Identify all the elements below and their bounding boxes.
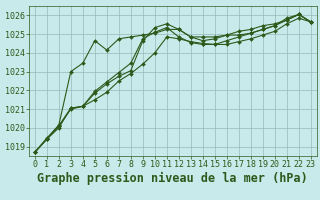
X-axis label: Graphe pression niveau de la mer (hPa): Graphe pression niveau de la mer (hPa) [37, 172, 308, 185]
